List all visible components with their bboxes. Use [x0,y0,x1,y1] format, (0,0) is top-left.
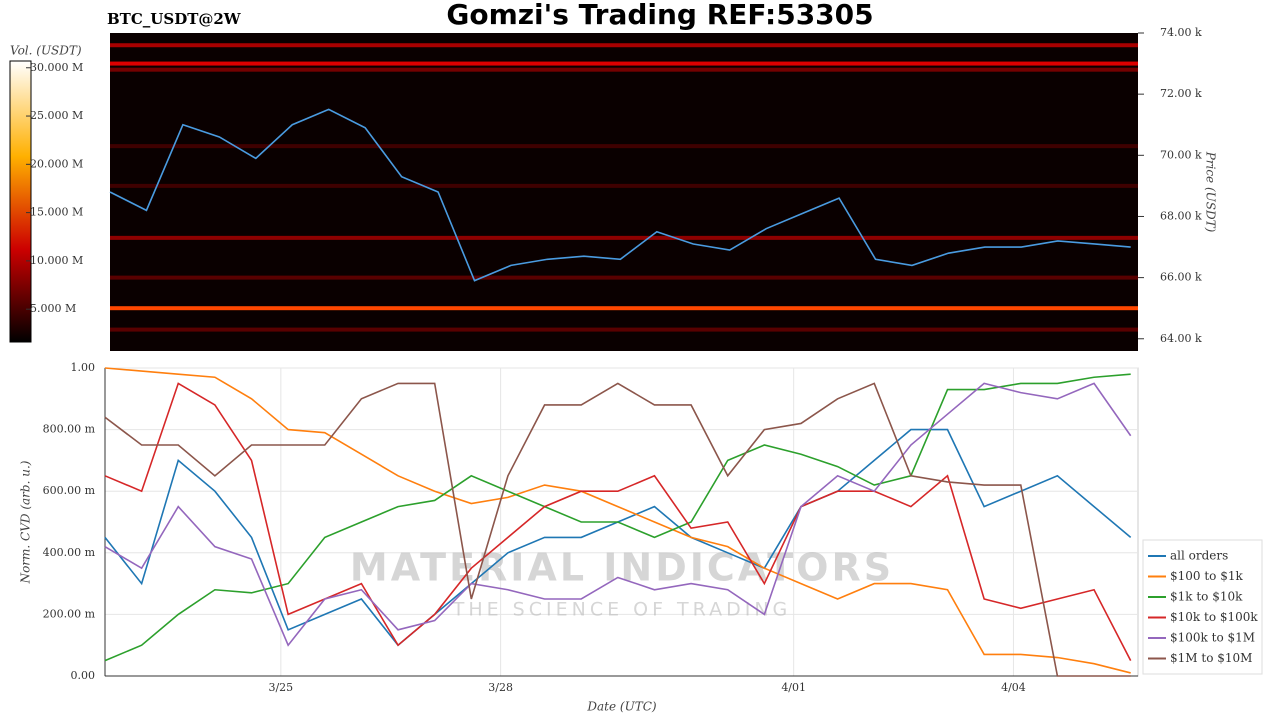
heatmap-background [110,33,1138,351]
colorbar [9,60,32,343]
colorbar-label: Vol. (USDT) [10,44,82,58]
y-axis-label: Price (USDT) [1204,151,1218,233]
legend-label: $10k to $100k [1170,610,1258,624]
y-tick-label: 0.00 [71,669,96,682]
y-tick-label: 64.00 k [1160,332,1202,345]
x-tick-label: 3/28 [488,681,513,694]
liquidity-band [110,43,1138,48]
y-tick-label: 72.00 k [1160,87,1202,100]
y-tick-label: 600.00 m [43,484,96,497]
colorbar-tick-label: 30.000 M [30,61,83,74]
series-line [104,382,1132,661]
colorbar-tick-label: 20.000 M [30,157,83,170]
series-line [104,367,1131,674]
series-line [104,373,1131,662]
y-tick-label: 1.00 [71,361,96,374]
liquidity-band [110,144,1138,149]
colorbar-tick-label: 15.000 M [30,206,83,219]
liquidity-band [110,67,1138,72]
x-tick-label: 3/25 [268,681,293,694]
price-line [109,108,1131,282]
y-tick-label: 68.00 k [1160,209,1202,222]
y-axis-label: Norm. CVD (arb. u.) [19,460,33,584]
y-tick-label: 74.00 k [1160,26,1202,39]
colorbar-tick-label: 5.000 M [30,302,76,315]
liquidity-band [110,61,1138,66]
y-tick-label: 70.00 k [1160,148,1202,161]
y-tick-label: 400.00 m [43,546,96,559]
liquidity-band [110,327,1138,332]
x-axis-label: Date (UTC) [586,700,656,714]
plot-area [104,367,1139,677]
legend-label: $1k to $10k [1170,590,1243,604]
watermark: THE SCIENCE OF TRADING [452,599,792,621]
colorbar-tick-label: 25.000 M [30,109,83,122]
y-tick-label: 66.00 k [1160,271,1202,284]
colorbar-tick-label: 10.000 M [30,254,83,267]
y-tick-label: 200.00 m [43,607,96,620]
x-tick-label: 4/04 [1001,681,1026,694]
legend-label: all orders [1170,549,1228,563]
x-tick-label: 4/01 [781,681,806,694]
liquidity-band [110,275,1138,280]
chart-title: Gomzi's Trading REF:53305 [446,0,873,31]
series-line [104,382,1131,677]
legend-label: $1M to $10M [1170,651,1252,665]
liquidity-band [110,235,1138,240]
legend-label: $100 to $1k [1170,569,1243,583]
watermark: MATERIAL INDICATORS [350,546,894,590]
y-tick-label: 800.00 m [43,423,96,436]
liquidity-band [110,183,1138,188]
liquidity-band [110,306,1138,311]
legend [1142,539,1263,675]
legend-label: $100k to $1M [1170,631,1255,645]
subtitle: BTC_USDT@2W [107,10,242,28]
series-line [104,382,1132,647]
